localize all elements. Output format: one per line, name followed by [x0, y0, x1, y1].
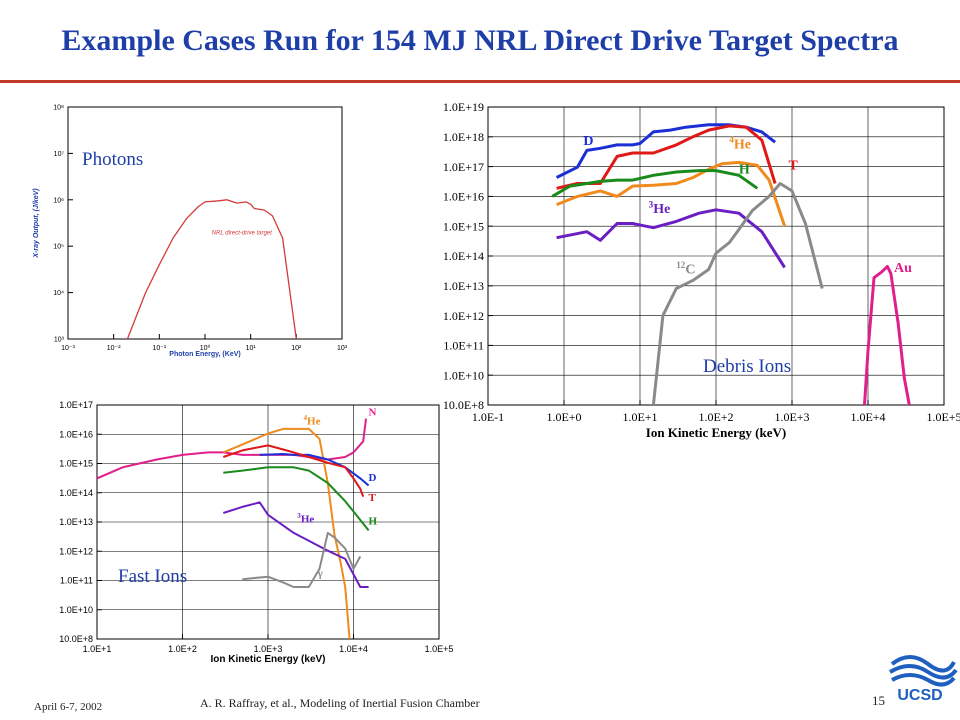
series-line-au [863, 265, 911, 405]
series-group [126, 199, 297, 339]
series-label-4he: 4He [303, 414, 320, 427]
x-axis-label: Ion Kinetic Energy (keV) [210, 654, 325, 665]
series-label-n: N [369, 406, 377, 418]
series-line-h [223, 466, 370, 532]
x-tick-label: 1.0E+2 [168, 644, 197, 654]
x-tick-label: 1.0E+1 [83, 644, 112, 654]
y-tick-label: 1.0E+16 [443, 190, 484, 204]
series-label-series: γ [317, 568, 323, 580]
series-label-12c: 12C [676, 260, 695, 278]
series-group [551, 123, 911, 405]
series-group [97, 418, 370, 639]
y-tick-label: 1.0E+14 [59, 488, 93, 498]
series-label-h: H [739, 163, 750, 178]
y-tick-label: 1.0E+13 [443, 279, 484, 293]
y-tick-label: 1.0E+10 [443, 368, 484, 382]
series-line-12c [651, 182, 824, 405]
series-line-3he [222, 501, 369, 588]
panel-label: Photons [82, 149, 143, 170]
y-tick-label: 1.0E+14 [443, 249, 484, 263]
x-tick-label: 10² [291, 345, 302, 352]
x-tick-label: 10⁻¹ [152, 345, 166, 352]
x-tick-label: 1.0E+4 [850, 410, 885, 424]
page-number: 15 [872, 693, 885, 708]
x-tick-label: 10⁻² [107, 345, 121, 352]
series-label-t: T [369, 492, 377, 504]
x-tick-label: 1.0E+5 [926, 410, 960, 424]
y-axis-label: X-ray Output, (J/keV) [33, 188, 40, 259]
series-label-d: D [583, 134, 593, 149]
y-tick-label: 10⁷ [54, 151, 65, 158]
ucsd-logo: UCSD [888, 655, 958, 704]
series-label-3he: 3He [649, 200, 671, 218]
series-label-h: H [369, 516, 378, 528]
y-tick-label: 10.0E+8 [59, 634, 93, 644]
x-tick-label: 1.0E+4 [339, 644, 368, 654]
x-tick-label: 10⁻³ [61, 345, 75, 352]
y-tick-label: 1.0E+15 [59, 459, 93, 469]
panel-label: Fast Ions [118, 566, 187, 587]
x-tick-label: 10¹ [246, 345, 257, 352]
x-tick-label: 10⁰ [200, 344, 211, 352]
x-tick-label: 1.0E+3 [774, 410, 809, 424]
y-tick-label: 10.0E+8 [443, 398, 484, 412]
y-tick-label: 10⁸ [53, 104, 64, 111]
series-line-3he [556, 208, 786, 269]
y-tick-label: 1.0E+17 [59, 400, 93, 410]
series-label-d: D [369, 472, 377, 484]
y-tick-label: 1.0E+12 [443, 309, 484, 323]
y-tick-label: 10³ [54, 336, 65, 343]
y-tick-label: 1.0E+18 [443, 130, 484, 144]
x-tick-label: 1.0E+0 [546, 410, 581, 424]
footer-citation: A. R. Raffray, et al., Modeling of Inert… [200, 696, 480, 710]
x-axis-label: Ion Kinetic Energy (keV) [646, 425, 786, 440]
x-tick-label: 10³ [337, 345, 348, 352]
series-line-series [242, 531, 362, 588]
y-tick-label: 1.0E+11 [443, 339, 484, 353]
photon-legend: NRL direct-drive target [212, 230, 273, 236]
y-tick-label: 1.0E+12 [59, 546, 93, 556]
x-tick-label: 1.0E+1 [622, 410, 657, 424]
ucsd-wave-icon [888, 655, 958, 687]
y-tick-label: 1.0E+16 [59, 429, 93, 439]
x-tick-label: 1.0E-1 [472, 410, 504, 424]
series-line-t [556, 124, 777, 190]
plot-frame [67, 106, 343, 340]
series-line-4he [556, 160, 787, 227]
y-tick-label: 10⁵ [53, 244, 64, 251]
footer-date: April 6-7, 2002 [34, 701, 103, 713]
series-label-3he: 3He [297, 512, 314, 525]
fast-ions-chart: 1.0E+1 1.0E+2 1.0E+3 1.0E+4 1.0E+5 10.0E+8 1.0… [59, 400, 453, 665]
debris-ions-chart: 1.0E-1 1.0E+0 1.0E+1 1.0E+2 1.0E+3 1.0E+4 1.0E… [443, 100, 960, 440]
series-label-au: Au [894, 261, 912, 276]
y-tick-label: 10⁴ [53, 290, 64, 297]
photons-chart: 10⁻³ 10⁻² 10⁻¹ 10⁰ 10¹ 10² 10³ 10³ 10⁴ 10⁵ 10⁶ 10⁷ 1… [33, 104, 348, 358]
series-label-4he: 4He [729, 135, 751, 153]
y-tick-label: 1.0E+15 [443, 219, 484, 233]
x-axis-label: Photon Energy, (KeV) [169, 351, 240, 358]
series-label-t: T [789, 158, 799, 173]
slide-title: Example Cases Run for 154 MJ NRL Direct … [61, 24, 899, 57]
series-line-h [551, 169, 759, 198]
panel-label: Debris Ions [703, 356, 791, 377]
logo-text: UCSD [897, 687, 942, 704]
y-tick-label: 1.0E+17 [443, 160, 484, 174]
y-tick-label: 1.0E+13 [59, 517, 93, 527]
title-rule [0, 80, 960, 83]
y-tick-label: 1.0E+10 [59, 605, 93, 615]
series-line-d [259, 453, 370, 487]
x-tick-label: 1.0E+2 [698, 410, 733, 424]
x-tick-label: 1.0E+3 [254, 644, 283, 654]
series-line-t [222, 444, 365, 497]
y-tick-label: 10⁶ [53, 197, 64, 204]
series-line-nrl-direct-drive-target [126, 199, 297, 339]
x-tick-label: 1.0E+5 [425, 644, 454, 654]
series-line-4he [222, 427, 351, 639]
y-tick-label: 1.0E+11 [60, 576, 93, 586]
y-tick-label: 1.0E+19 [443, 100, 484, 114]
